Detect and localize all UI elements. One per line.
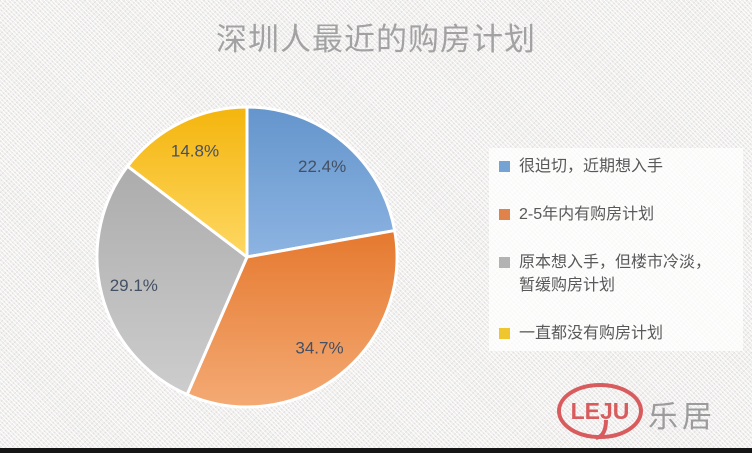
bottom-border-bar: [0, 448, 752, 453]
legend-item-1: 2-5年内有购房计划: [499, 203, 735, 226]
leju-logo-cjk: 乐居: [648, 401, 716, 434]
legend-swatch-2: [499, 257, 510, 268]
pie-slice-label-3: 14.8%: [171, 142, 219, 161]
pie-chart: 22.4% 34.7% 29.1% 14.8%: [95, 105, 399, 409]
pie-slice-label-1: 34.7%: [295, 338, 343, 357]
legend-item-3: 一直都没有购房计划: [499, 322, 735, 345]
legend-label-1: 2-5年内有购房计划: [519, 206, 655, 223]
legend-label-2: 原本想入手，但楼市冷淡，暂缓购房计划: [519, 254, 712, 294]
pie-slice-0: [245, 105, 397, 259]
pie-slice-label-2: 29.1%: [110, 276, 158, 295]
leju-logo: LEJU 乐居: [556, 382, 746, 446]
legend-swatch-0: [499, 161, 510, 172]
legend-label-0: 很迫切，近期想入手: [519, 158, 664, 175]
legend-item-0: 很迫切，近期想入手: [499, 155, 735, 178]
legend-swatch-3: [499, 328, 510, 339]
chart-legend: 很迫切，近期想入手 2-5年内有购房计划原本想入手，但楼市冷淡，暂缓购房计划一直都…: [489, 148, 743, 351]
leju-logo-mark: LEJU: [557, 383, 643, 440]
pie-slice-label-0: 22.4%: [298, 157, 346, 176]
leju-logo-text: LEJU: [571, 398, 630, 424]
chart-title: 深圳人最近的购房计划: [216, 22, 536, 57]
leju-logo-j-tail: [595, 419, 608, 440]
legend-swatch-1: [499, 209, 510, 220]
pie-slice-2: [95, 164, 249, 397]
legend-label-3: 一直都没有购房计划: [519, 325, 664, 342]
pie-slice-3: [126, 105, 249, 259]
legend-item-2: 原本想入手，但楼市冷淡，暂缓购房计划: [499, 251, 735, 297]
